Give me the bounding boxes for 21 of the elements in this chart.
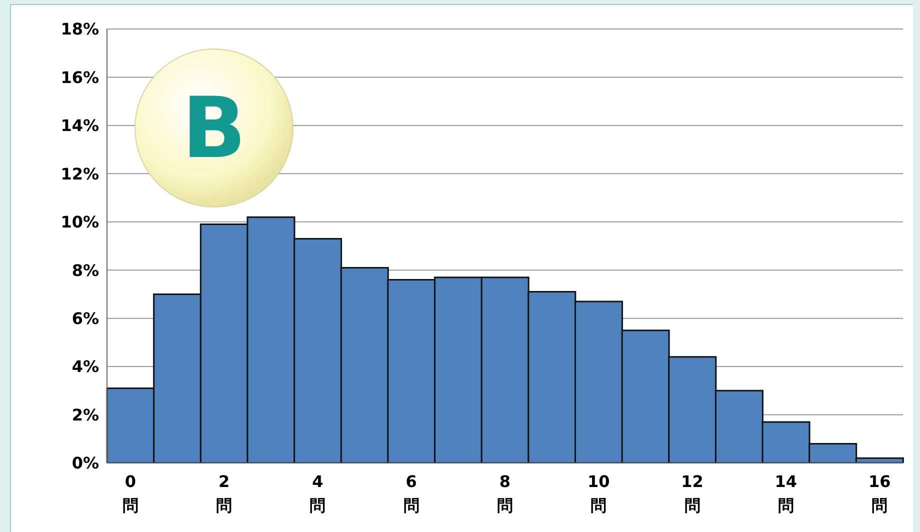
x-tick-label: 0 問 [122,472,138,515]
y-tick-label: 14% [60,116,99,136]
y-tick-label: 16% [60,68,99,87]
x-tick-label: 16 問 [868,472,891,515]
y-tick-label: 8% [72,260,99,280]
annotation: B [182,79,246,177]
y-tick-label: 2% [72,405,99,424]
y-tick-label: 6% [72,309,99,328]
badge-icon: B [134,48,294,208]
x-tick-label: 10 問 [588,472,610,515]
y-tick-label: 10% [60,212,99,232]
y-tick-label: 0% [72,454,99,473]
x-tick-label: 6 問 [403,472,420,515]
y-tick-label: 4% [72,357,99,376]
x-tick-label: 8 問 [497,472,513,515]
y-tick-label: 18% [60,20,99,39]
x-tick-label: 4 問 [310,472,326,515]
x-tick-label: 2 問 [216,472,232,515]
x-tick-label: 12 問 [681,472,704,515]
x-tick-label: 14 問 [774,472,798,515]
y-tick-label: 12% [60,164,99,184]
